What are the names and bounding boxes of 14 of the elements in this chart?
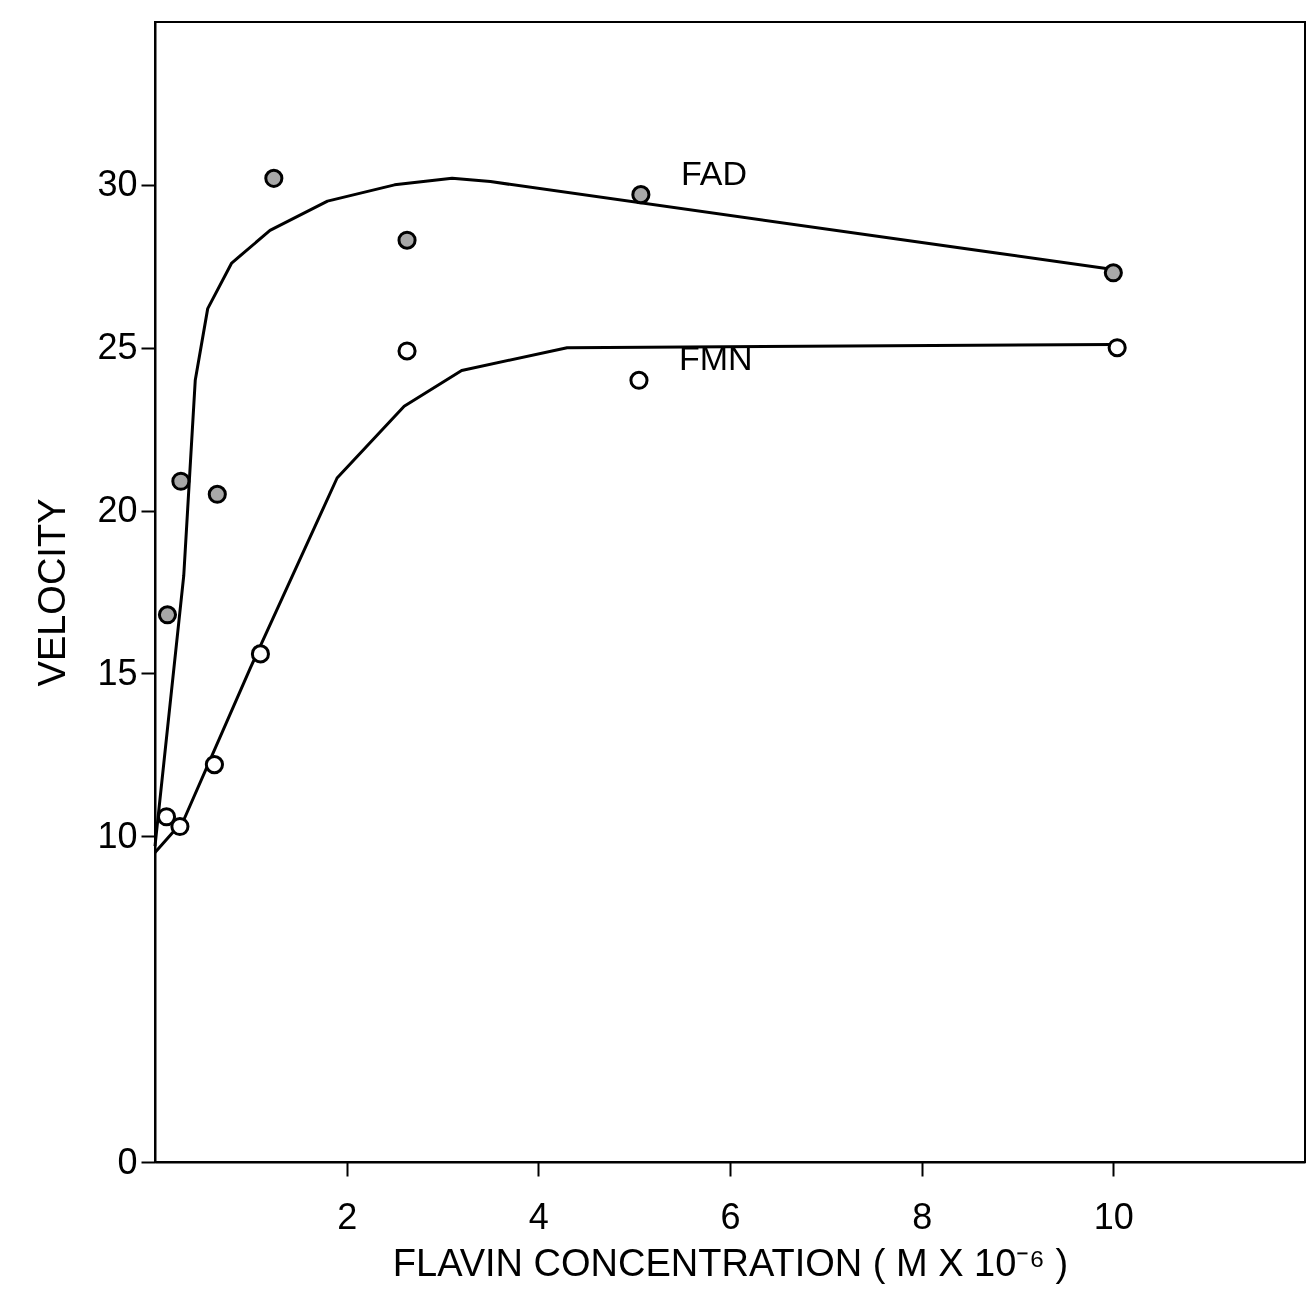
y-tick-label: 10	[97, 814, 138, 856]
x-tick-label: 2	[337, 1195, 358, 1237]
x-axis-title: FLAVIN CONCENTRATION ( M X 10⁻⁶ )	[392, 1241, 1069, 1284]
y-tick-label: 30	[97, 163, 138, 205]
y-tick-label: 20	[97, 489, 138, 531]
series-label: FAD	[680, 153, 747, 192]
y-tick-label: 15	[97, 651, 138, 693]
x-tick-label: 10	[1093, 1195, 1134, 1237]
x-tick-label: 4	[528, 1195, 549, 1237]
y-axis-title: VELOCITY	[31, 498, 74, 687]
x-tick-label: 8	[912, 1195, 933, 1237]
x-tick-label: 6	[720, 1195, 741, 1237]
y-tick-label: 0	[117, 1140, 138, 1182]
y-tick-label: 25	[97, 326, 138, 368]
